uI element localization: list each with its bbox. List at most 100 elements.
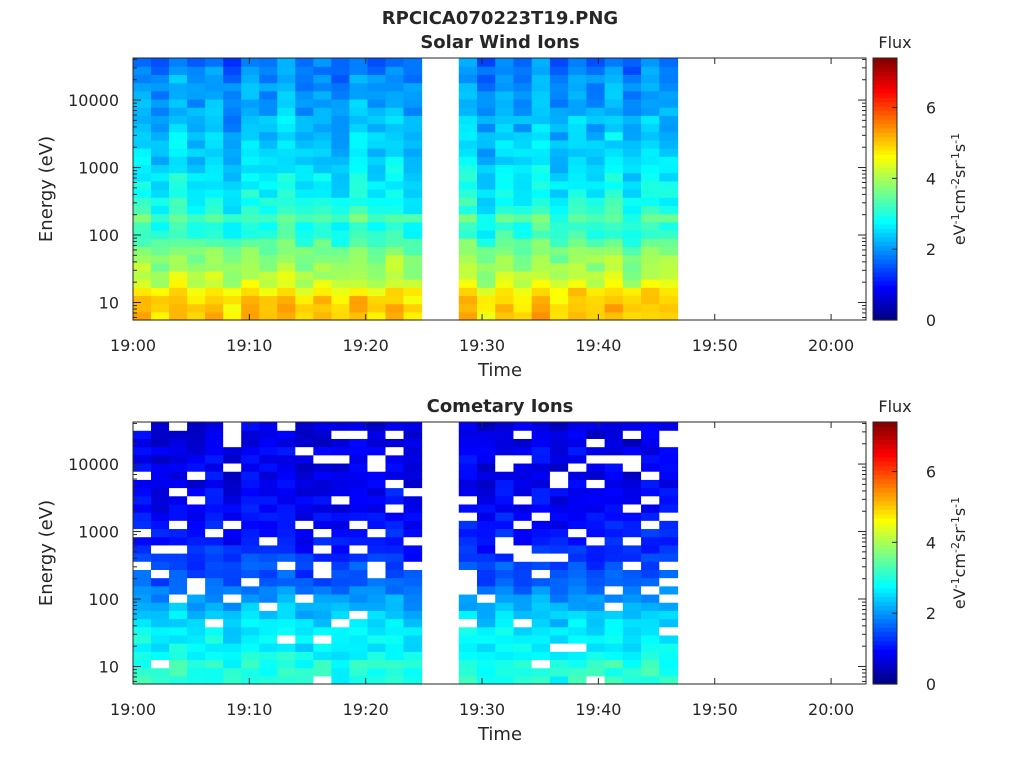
heatmap-cell	[187, 107, 206, 116]
axes-box	[132, 57, 867, 321]
heatmap-cell	[313, 626, 332, 636]
heatmap-cell	[385, 626, 405, 636]
heatmap-cell	[133, 213, 152, 223]
panel-title-cometary: Cometary Ions	[427, 396, 574, 417]
heatmap-cell	[568, 254, 587, 264]
heatmap-cell	[187, 148, 206, 157]
heatmap-cell	[531, 58, 551, 67]
heatmap-cell	[187, 643, 206, 652]
heatmap-cell	[313, 205, 332, 215]
heatmap-cell	[241, 254, 260, 264]
heatmap-cell	[241, 675, 260, 685]
heatmap-cell	[513, 115, 533, 125]
heatmap-cell	[586, 189, 606, 198]
heatmap-cell	[295, 487, 314, 497]
heatmap-cell	[458, 287, 478, 297]
heatmap-cell	[403, 279, 423, 288]
heatmap-cell	[403, 528, 423, 538]
heatmap-cell	[277, 180, 296, 190]
heatmap-cell	[659, 295, 679, 305]
heatmap-cell	[205, 156, 224, 166]
heatmap-cell	[223, 651, 242, 661]
heatmap-cell	[295, 667, 314, 677]
colorbar-box	[872, 421, 898, 685]
heatmap-cell	[205, 495, 224, 505]
heatmap-cell	[367, 675, 387, 685]
heatmap-cell	[549, 131, 569, 141]
heatmap-cell	[367, 479, 387, 489]
heatmap-cell	[549, 115, 569, 125]
heatmap-cell	[622, 98, 642, 108]
heatmap-cell	[477, 479, 496, 489]
heatmap-cell	[313, 520, 332, 530]
heatmap-cell	[223, 569, 242, 579]
heatmap-cell	[277, 528, 296, 538]
heatmap-cell	[568, 262, 587, 272]
heatmap-cell	[313, 495, 332, 505]
heatmap-cell	[205, 487, 224, 497]
heatmap-cell	[151, 675, 170, 685]
heatmap-cell	[568, 503, 587, 513]
heatmap-cell	[259, 115, 278, 125]
heatmap-cell	[277, 156, 296, 166]
heatmap-cell	[259, 454, 278, 464]
heatmap-cell	[641, 503, 660, 513]
colorbar-swatch	[873, 675, 897, 681]
heatmap-cell	[133, 229, 152, 239]
heatmap-cell	[549, 487, 569, 497]
heatmap-cell	[313, 544, 332, 554]
heatmap-cell	[187, 287, 206, 297]
heatmap-cell	[531, 471, 551, 480]
heatmap-cell	[277, 58, 296, 67]
colorbar-swatch	[873, 666, 897, 672]
colorbar-swatch	[873, 500, 897, 506]
heatmap-cell	[133, 172, 152, 182]
heatmap-cell	[531, 479, 551, 489]
heatmap-cell	[259, 123, 278, 133]
heatmap-cell	[259, 503, 278, 513]
heatmap-cell	[259, 659, 278, 669]
heatmap-cell	[513, 536, 533, 546]
heatmap-cell	[458, 66, 478, 75]
heatmap-cell	[531, 229, 551, 239]
heatmap-cell	[495, 602, 515, 611]
heatmap-cell	[622, 213, 642, 223]
heatmap-cell	[568, 626, 587, 636]
heatmap-cell	[151, 279, 170, 288]
heatmap-cell	[622, 569, 642, 579]
heatmap-cell	[187, 422, 206, 431]
heatmap-cell	[622, 618, 642, 628]
heatmap-cell	[169, 287, 188, 297]
heatmap-cell	[622, 303, 642, 313]
heatmap-cell	[641, 189, 660, 198]
heatmap-cell	[586, 287, 606, 297]
heatmap-cell	[241, 438, 260, 448]
heatmap-cell	[367, 487, 387, 497]
heatmap-cell	[223, 303, 242, 313]
heatmap-cell	[349, 643, 369, 652]
colorbar-swatch	[873, 456, 897, 462]
heatmap-cell	[349, 659, 369, 669]
heatmap-cell	[586, 520, 606, 530]
heatmap-cell	[641, 569, 660, 579]
heatmap-cell	[495, 172, 515, 182]
heatmap-cell	[531, 82, 551, 92]
heatmap-cell	[641, 544, 660, 554]
heatmap-cell	[187, 82, 206, 92]
heatmap-cell	[241, 610, 260, 620]
heatmap-cell	[622, 593, 642, 603]
heatmap-cell	[133, 123, 152, 133]
heatmap-cell	[641, 438, 660, 448]
heatmap-cell	[241, 229, 260, 239]
heatmap-cell	[403, 131, 423, 141]
heatmap-cell	[151, 172, 170, 182]
colorbar-swatch	[873, 618, 897, 624]
colorbar-swatch	[873, 561, 897, 567]
heatmap-cell	[205, 651, 224, 661]
heatmap-cell	[568, 303, 587, 313]
heatmap-cell	[205, 422, 224, 431]
heatmap-cell	[277, 479, 296, 489]
heatmap-cell	[477, 422, 496, 431]
heatmap-cell	[241, 74, 260, 84]
colorbar-swatch	[873, 175, 897, 181]
